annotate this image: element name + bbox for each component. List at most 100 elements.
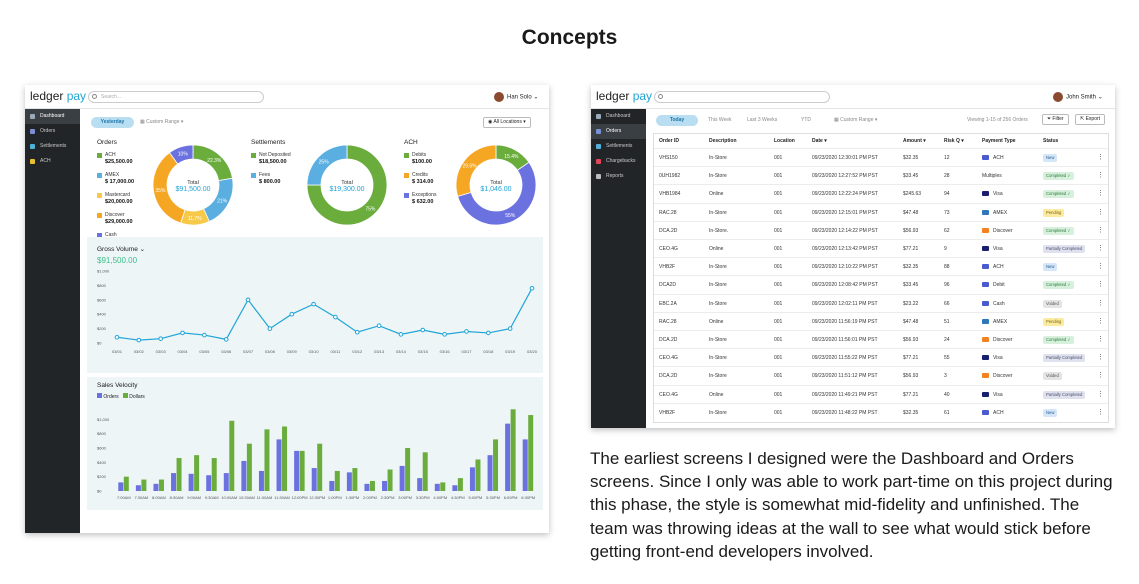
status-badge: Voided [1043, 372, 1062, 381]
sidebar-item-settlements[interactable]: Settlements [591, 139, 646, 154]
sidebar-item-dashboard[interactable]: Dashboard [25, 109, 80, 124]
cell-date: 09/23/2020 12:02:11 PM PST [812, 300, 878, 307]
custom-range-button[interactable]: ▦ Custom Range ▾ [140, 119, 184, 125]
data-point [376, 323, 382, 329]
cell-loc: 001 [774, 355, 783, 362]
table-row[interactable]: VHS150 In-Store 001 09/23/2020 12:30:01 PM … [654, 148, 1108, 166]
status-badge: New [1043, 154, 1058, 162]
search-input[interactable]: Search... [88, 91, 264, 103]
x-tick-label: 2:00PM [363, 495, 377, 500]
column-header-location[interactable]: Location [774, 138, 795, 144]
row-menu-icon[interactable]: ⋮ [1097, 154, 1104, 161]
table-row[interactable]: CEO.4G Online 001 09/23/2020 11:49:21 PM PS… [654, 384, 1108, 403]
cell-id: RAC.28 [659, 318, 677, 325]
cell-amount: $32.35 [903, 264, 919, 271]
cell-date: 09/23/2020 12:30:01 PM PST [812, 155, 878, 161]
table-row[interactable]: DCA.2D In-Store. 001 09/23/2020 12:14:22 PM… [654, 220, 1108, 239]
tab-this-week[interactable]: This Week [708, 117, 732, 123]
custom-range-button[interactable]: ▦ Custom Range ▾ [834, 117, 878, 123]
y-tick-label: $800 [97, 283, 107, 288]
table-row[interactable]: VHB1984 Online 001 09/23/2020 12:22:24 PM P… [654, 184, 1108, 202]
sidebar-item-label: Dashboard [40, 113, 65, 119]
filter-yesterday[interactable]: Yesterday [91, 117, 134, 128]
sidebar-item-dashboard[interactable]: Dashboard [591, 109, 646, 124]
sidebar-item-chargebacks[interactable]: Chargebacks [591, 154, 646, 169]
tab-ytd[interactable]: YTD [801, 117, 811, 123]
column-header-payment-type[interactable]: Payment Type [982, 138, 1016, 144]
row-menu-icon[interactable]: ⋮ [1097, 390, 1104, 398]
table-row[interactable]: RAC.28 Online 001 09/23/2020 11:56:19 PM PS… [654, 311, 1108, 330]
cell-desc: Online [709, 191, 724, 198]
cell-risk: 66 [944, 300, 950, 307]
cell-payment-type: Visa [993, 246, 1003, 252]
cell-loc: 001 [774, 264, 783, 271]
data-point [507, 326, 513, 331]
cell-id: RAC.28 [659, 209, 677, 216]
table-row[interactable]: DCA.2D In-Store 001 09/23/2020 11:56:01 PM … [654, 330, 1108, 348]
row-menu-icon[interactable]: ⋮ [1097, 190, 1104, 198]
filter-button[interactable]: ⏷ Filter [1042, 114, 1069, 125]
row-menu-icon[interactable]: ⋮ [1097, 336, 1104, 343]
cell-amount: $56.93 [903, 337, 919, 343]
row-menu-icon[interactable]: ⋮ [1097, 372, 1104, 380]
row-menu-icon[interactable]: ⋮ [1097, 245, 1104, 252]
data-point [486, 330, 491, 336]
cell-id: DCA.2D [659, 373, 678, 380]
row-menu-icon[interactable]: ⋮ [1097, 317, 1104, 325]
table-row[interactable]: VHB2F In-Store 001 09/23/2020 12:10:22 PM P… [654, 257, 1108, 275]
row-menu-icon[interactable]: ⋮ [1097, 172, 1104, 180]
avatar [494, 92, 504, 102]
user-menu[interactable]: John Smith ⌄ [1053, 92, 1103, 102]
orders-total: Total $91,500.00 [175, 180, 211, 193]
cell-loc: 001 [774, 409, 783, 416]
cell-date: 09/23/2020 11:48:22 PM PST [812, 409, 878, 416]
tab-last-3-weeks[interactable]: Last 3 Weeks [747, 117, 778, 123]
bar-dollars [317, 443, 323, 491]
column-header-date[interactable]: Date ▾ [812, 138, 827, 144]
x-tick-label: 03/07 [243, 349, 254, 354]
cell-risk: 94 [944, 191, 950, 198]
column-header-order-id[interactable]: Order ID [659, 138, 680, 144]
cell-loc: 001 [774, 227, 783, 234]
cell-loc: 001 [774, 246, 783, 252]
cell-loc: 001 [774, 282, 783, 289]
cell-payment-type: Cash [993, 300, 1005, 307]
table-row[interactable]: CEO.4G Online 001 09/23/2020 12:13:42 PM PS… [654, 239, 1108, 257]
column-header-description[interactable]: Description [709, 138, 737, 144]
row-menu-icon[interactable]: ⋮ [1097, 354, 1104, 362]
table-row[interactable]: DCA.2D In-Store 001 09/23/2020 11:51:12 PM … [654, 366, 1108, 384]
row-menu-icon[interactable]: ⋮ [1097, 208, 1104, 216]
gross-volume-title[interactable]: Gross Volume ⌄ [97, 246, 146, 253]
table-row[interactable]: DCA2D In-Store 001 09/23/2020 12:08:42 PM P… [654, 275, 1108, 293]
sidebar-item-reports[interactable]: Reports [591, 169, 646, 184]
export-button[interactable]: ⇱ Export [1075, 114, 1106, 125]
sidebar-item-orders[interactable]: Orders [25, 124, 80, 139]
cell-desc: Online [709, 318, 724, 325]
bar-dollars [211, 458, 217, 491]
row-menu-icon[interactable]: ⋮ [1097, 408, 1104, 416]
table-row[interactable]: RAC.28 In-Store 001 09/23/2020 12:15:01 PM … [654, 202, 1108, 221]
user-menu[interactable]: Han Solo ⌄ [494, 92, 538, 102]
sidebar-item-ach[interactable]: ACH [25, 154, 80, 169]
table-row[interactable]: 0UH1982 In-Store 001 09/23/2020 12:27:52 PM… [654, 166, 1108, 184]
x-tick-label: 03/02 [134, 349, 145, 354]
sidebar-item-orders[interactable]: Orders [591, 124, 646, 139]
sidebar-item-settlements[interactable]: Settlements [25, 139, 80, 154]
column-header-risk-q[interactable]: Risk Q ▾ [944, 138, 964, 144]
column-header-amount[interactable]: Amount ▾ [903, 138, 926, 144]
column-header-status[interactable]: Status [1043, 138, 1059, 144]
table-row[interactable]: EBC.2A In-Store 001 09/23/2020 12:02:11 PM … [654, 293, 1108, 312]
status-badge: Completed ✓ [1043, 190, 1074, 199]
tab-today[interactable]: Today [656, 115, 698, 126]
row-menu-icon[interactable]: ⋮ [1097, 281, 1104, 289]
x-tick-label: 03/15 [418, 349, 429, 354]
row-menu-icon[interactable]: ⋮ [1097, 226, 1104, 234]
data-point [464, 329, 469, 334]
donut-segment [306, 144, 348, 186]
search-input[interactable] [654, 91, 830, 103]
row-menu-icon[interactable]: ⋮ [1097, 263, 1104, 271]
row-menu-icon[interactable]: ⋮ [1097, 299, 1104, 307]
table-row[interactable]: VHB2F In-Store 001 09/23/2020 11:48:22 PM P… [654, 402, 1108, 421]
locations-dropdown[interactable]: ◉ All Locations ▾ [483, 117, 531, 128]
table-row[interactable]: CEO.4G In-Store 001 09/23/2020 11:55:22 PM … [654, 348, 1108, 366]
